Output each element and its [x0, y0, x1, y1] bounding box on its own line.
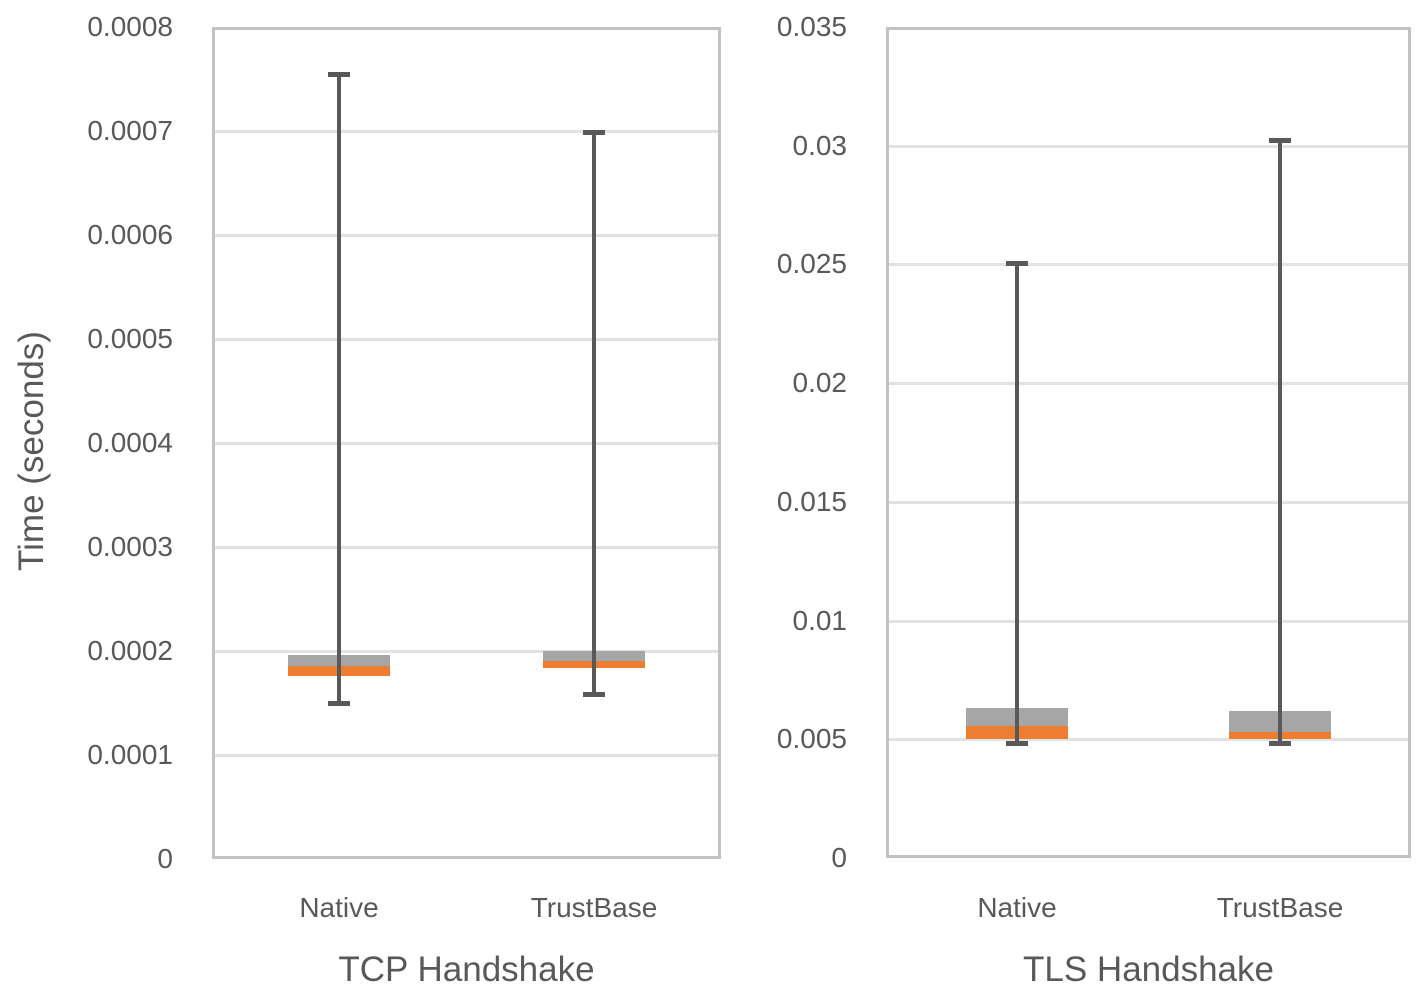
y-tick-label: 0.02 — [792, 367, 848, 398]
plot-area — [212, 27, 721, 859]
category-label: TrustBase — [530, 892, 658, 923]
y-gridline — [889, 738, 1408, 741]
whisker-bottom-cap — [583, 692, 605, 697]
whisker-line — [1015, 262, 1019, 744]
y-tick-label: 0.0006 — [87, 219, 173, 250]
y-tick-label: 0.0002 — [87, 635, 173, 666]
y-tick-label: 0.03 — [792, 130, 848, 161]
y-tick-label: 0.035 — [776, 11, 847, 42]
y-tick-label: 0.015 — [776, 486, 847, 517]
y-tick-label: 0.0004 — [87, 427, 173, 458]
whisker-top-cap — [1269, 138, 1291, 143]
whisker-line — [1278, 139, 1282, 744]
y-gridline — [889, 501, 1408, 504]
category-label: Native — [977, 892, 1057, 923]
whisker-top-cap — [583, 130, 605, 135]
whisker-bottom-cap — [328, 701, 350, 706]
y-gridline — [215, 130, 718, 133]
x-axis-title: TLS Handshake — [1023, 950, 1274, 989]
whisker-top-cap — [328, 72, 350, 77]
plot-area — [886, 27, 1411, 858]
y-gridline — [215, 650, 718, 653]
y-axis-title: Time (seconds) — [12, 331, 51, 571]
y-tick-label: 0.0005 — [87, 323, 173, 354]
whisker-bottom-cap — [1269, 741, 1291, 746]
whisker-line — [592, 131, 596, 695]
y-gridline — [215, 442, 718, 445]
y-tick-label: 0.0001 — [87, 739, 173, 770]
whisker-line — [337, 73, 341, 704]
whisker-top-cap — [1006, 261, 1028, 266]
y-gridline — [889, 145, 1408, 148]
y-gridline — [889, 620, 1408, 623]
y-gridline — [215, 338, 718, 341]
x-axis-title: TCP Handshake — [338, 950, 595, 989]
y-tick-label: 0 — [831, 842, 847, 873]
y-tick-label: 0.0003 — [87, 531, 173, 562]
y-gridline — [215, 754, 718, 757]
y-tick-label: 0 — [157, 843, 173, 874]
category-label: Native — [299, 892, 379, 923]
category-label: TrustBase — [1216, 892, 1344, 923]
y-tick-label: 0.005 — [776, 723, 847, 754]
y-gridline — [215, 234, 718, 237]
y-tick-label: 0.025 — [776, 248, 847, 279]
y-gridline — [889, 263, 1408, 266]
whisker-bottom-cap — [1006, 741, 1028, 746]
y-gridline — [889, 382, 1408, 385]
y-gridline — [215, 546, 718, 549]
y-tick-label: 0.01 — [792, 605, 848, 636]
y-tick-label: 0.0008 — [87, 11, 173, 42]
y-tick-label: 0.0007 — [87, 115, 173, 146]
